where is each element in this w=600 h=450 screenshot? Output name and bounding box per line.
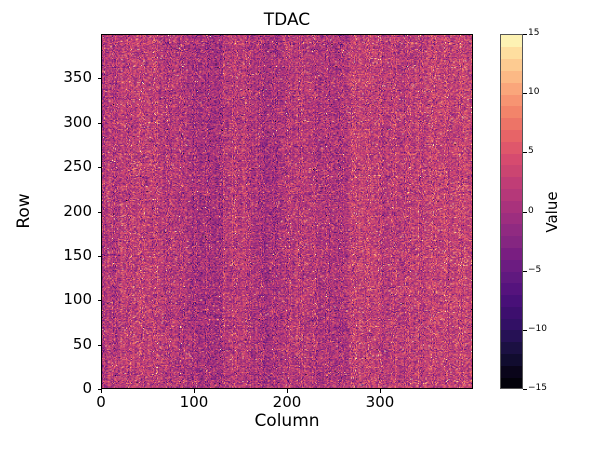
y-tick-label-wrap: 350	[0, 70, 92, 85]
colorbar-tick-label: 0	[528, 205, 534, 216]
page-title: TDAC	[263, 10, 311, 30]
y-tick-label: 200	[63, 201, 92, 220]
y-tick-label-wrap: 150	[0, 245, 92, 264]
colorbar-tick-mark	[523, 152, 527, 154]
colorbar-tick-mark	[523, 270, 527, 272]
y-axis-label: Row	[14, 193, 34, 229]
colorbar-tick-label: 5	[528, 146, 534, 157]
y-tick-mark	[97, 344, 101, 346]
colorbar-tick-label: 15	[528, 28, 540, 38]
y-tick-label: 350	[63, 68, 92, 87]
colorbar-tick-label: −15	[528, 383, 547, 393]
y-tick-label-wrap: 300	[0, 112, 92, 131]
y-tick-label: 50	[72, 334, 92, 353]
x-tick-mark	[101, 389, 102, 393]
y-tick-label: 0	[82, 379, 92, 397]
colorbar-tick-label: −10	[528, 323, 547, 334]
colorbar-tick-label: 10	[528, 87, 540, 98]
heatmap-image	[102, 35, 472, 388]
y-tick-label-wrap: 50	[0, 334, 92, 353]
colorbar	[500, 34, 523, 389]
y-tick-mark	[97, 78, 101, 80]
y-tick-label-wrap: 0	[0, 381, 92, 396]
colorbar-tick-label: −5	[528, 264, 542, 275]
y-tick-mark	[97, 300, 101, 302]
colorbar-tick-mark	[523, 34, 527, 35]
x-tick-mark	[380, 389, 381, 393]
colorbar-tick-mark	[523, 211, 527, 213]
heatmap-axes	[101, 34, 473, 389]
y-tick-mark	[97, 389, 101, 390]
y-tick-mark	[97, 255, 101, 257]
colorbar-tick-mark	[523, 389, 527, 390]
y-tick-mark	[97, 167, 101, 169]
x-axis-label: Column	[254, 411, 320, 431]
y-tick-mark	[97, 122, 101, 124]
colorbar-tick-mark	[523, 93, 527, 95]
x-tick-label: 0	[96, 393, 106, 411]
y-tick-label-wrap: 200	[0, 201, 92, 220]
y-tick-label-wrap: 100	[0, 292, 92, 307]
x-tick-mark	[194, 389, 195, 393]
x-tick-label: 300	[365, 393, 395, 411]
y-tick-label: 100	[63, 290, 92, 309]
colorbar-gradient	[501, 35, 522, 388]
colorbar-tick-mark	[523, 329, 527, 331]
x-tick-label: 100	[179, 393, 209, 411]
y-tick-label-wrap: 250	[0, 159, 92, 174]
y-tick-label: 250	[63, 157, 92, 176]
x-tick-label: 200	[272, 393, 302, 411]
y-tick-label: 300	[63, 112, 92, 131]
y-tick-label: 150	[63, 245, 92, 264]
x-tick-mark	[287, 389, 288, 393]
y-tick-mark	[97, 211, 101, 213]
colorbar-label: Value	[543, 191, 561, 233]
